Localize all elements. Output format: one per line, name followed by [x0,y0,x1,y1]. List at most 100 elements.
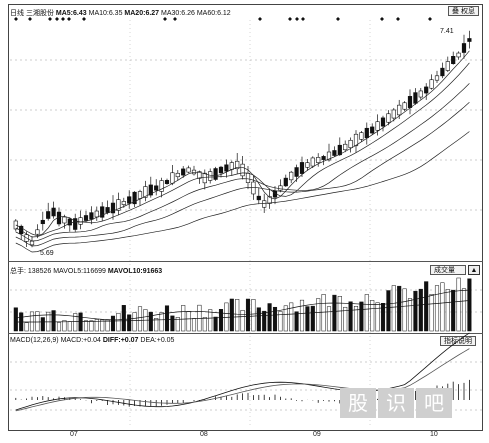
signal-marker [61,17,65,21]
volume-bar [56,322,62,332]
ma60-value: 6.12 [217,10,231,17]
volume-bar [132,312,137,332]
candlestick [386,113,391,123]
volume-header: 总手: 138526 MAVOL5:116699 MAVOL10:91663 [10,266,162,276]
candlestick [235,160,240,170]
volume-bar [413,290,418,332]
volume-bar [202,317,207,332]
candlestick [305,162,310,168]
period-label: 日线 [10,10,24,17]
candlestick [127,196,132,204]
diff-label: DIFF: [102,337,121,344]
candlestick [110,202,116,214]
candlestick [262,200,267,208]
volume-bar [116,312,121,332]
macd-diff-line [15,332,470,411]
candlestick [299,162,305,174]
volume-bar [105,319,110,332]
volume-bar [159,312,164,332]
site-watermark: 股识吧 [340,388,458,418]
candlestick [100,206,105,218]
candlestick [132,191,137,205]
indicator-selector[interactable]: 成交量 [430,265,466,275]
volume-bar [461,288,467,332]
diff-value: +0.07 [120,337,139,344]
volume-bar [83,320,89,332]
candlestick [67,218,72,226]
candlestick [181,168,186,176]
candlestick [208,171,213,181]
volume-bar [370,300,375,332]
candlestick [348,139,353,149]
mavol10-label: MAVOL10: [107,268,143,275]
volume-bar [294,311,299,332]
volume-bar [51,310,56,332]
volume-bar [272,306,278,332]
volume-bar [229,298,234,332]
candlestick [175,172,180,178]
volume-bar [310,305,315,332]
candlestick [434,75,440,81]
candlestick [224,164,229,172]
volume-bar [127,314,132,332]
dea-value: +0.05 [156,337,175,344]
candlestick [229,162,234,170]
month-label-10: 10 [430,431,438,438]
candlestick [143,186,148,198]
high-price-marker: 7.41 [440,28,454,35]
candlestick [429,79,434,89]
ma10-label: MA10: [88,10,109,17]
signal-marker [288,17,292,21]
signal-marker [258,17,262,21]
macd-title: MACD(12,26,9) [10,337,59,344]
signal-marker [295,17,299,21]
candlestick [397,104,402,116]
candlestick [375,121,380,131]
ma60-label: MA60: [196,10,218,17]
volume-bar [467,278,472,332]
volume-bar [456,277,461,332]
volume-bar [235,299,240,332]
volume-bar [240,309,245,332]
candlestick [51,207,56,217]
macd-header: MACD(12,26,9) MACD:+0.04 DIFF:+0.07 DEA:… [10,337,174,344]
volume-bar [353,306,359,332]
mavol5-label: MAVOL5: [53,268,84,275]
candlestick [359,132,364,140]
rights-adjust-button[interactable]: 叠 权息 [448,6,479,16]
panel-arrow-icon[interactable]: ▲ [468,265,480,275]
signal-marker [428,17,432,21]
candlestick [326,151,332,161]
volume-bar [332,294,337,332]
candlestick [240,163,245,177]
ma10-value: 6.35 [108,10,123,17]
volume-bar [267,303,272,332]
volume-bar [94,319,99,332]
signal-marker [14,17,18,21]
volume-bar [67,321,72,332]
stock-name: 三湘股份 [25,10,54,17]
candlestick [424,86,429,94]
candlestick [202,172,207,184]
candlestick [89,212,94,220]
candlestick [380,117,386,127]
signal-marker [396,17,400,21]
volume-bar [299,299,305,332]
ma5-value: 6.43 [73,10,87,17]
candlestick [337,144,342,156]
watermark-char: 股 [340,388,376,418]
volume-bar [24,322,29,332]
candlestick [105,207,110,213]
volume-bar [316,298,321,332]
candlestick [148,184,153,196]
signal-marker [301,17,305,21]
volume-bar [208,309,213,332]
volume-ma-line [15,300,470,323]
candlestick [321,156,326,160]
ma20-value: 6.27 [145,10,160,17]
moving-average-line [15,62,470,238]
moving-average-line [15,101,470,247]
volume-ma-line [15,289,470,321]
